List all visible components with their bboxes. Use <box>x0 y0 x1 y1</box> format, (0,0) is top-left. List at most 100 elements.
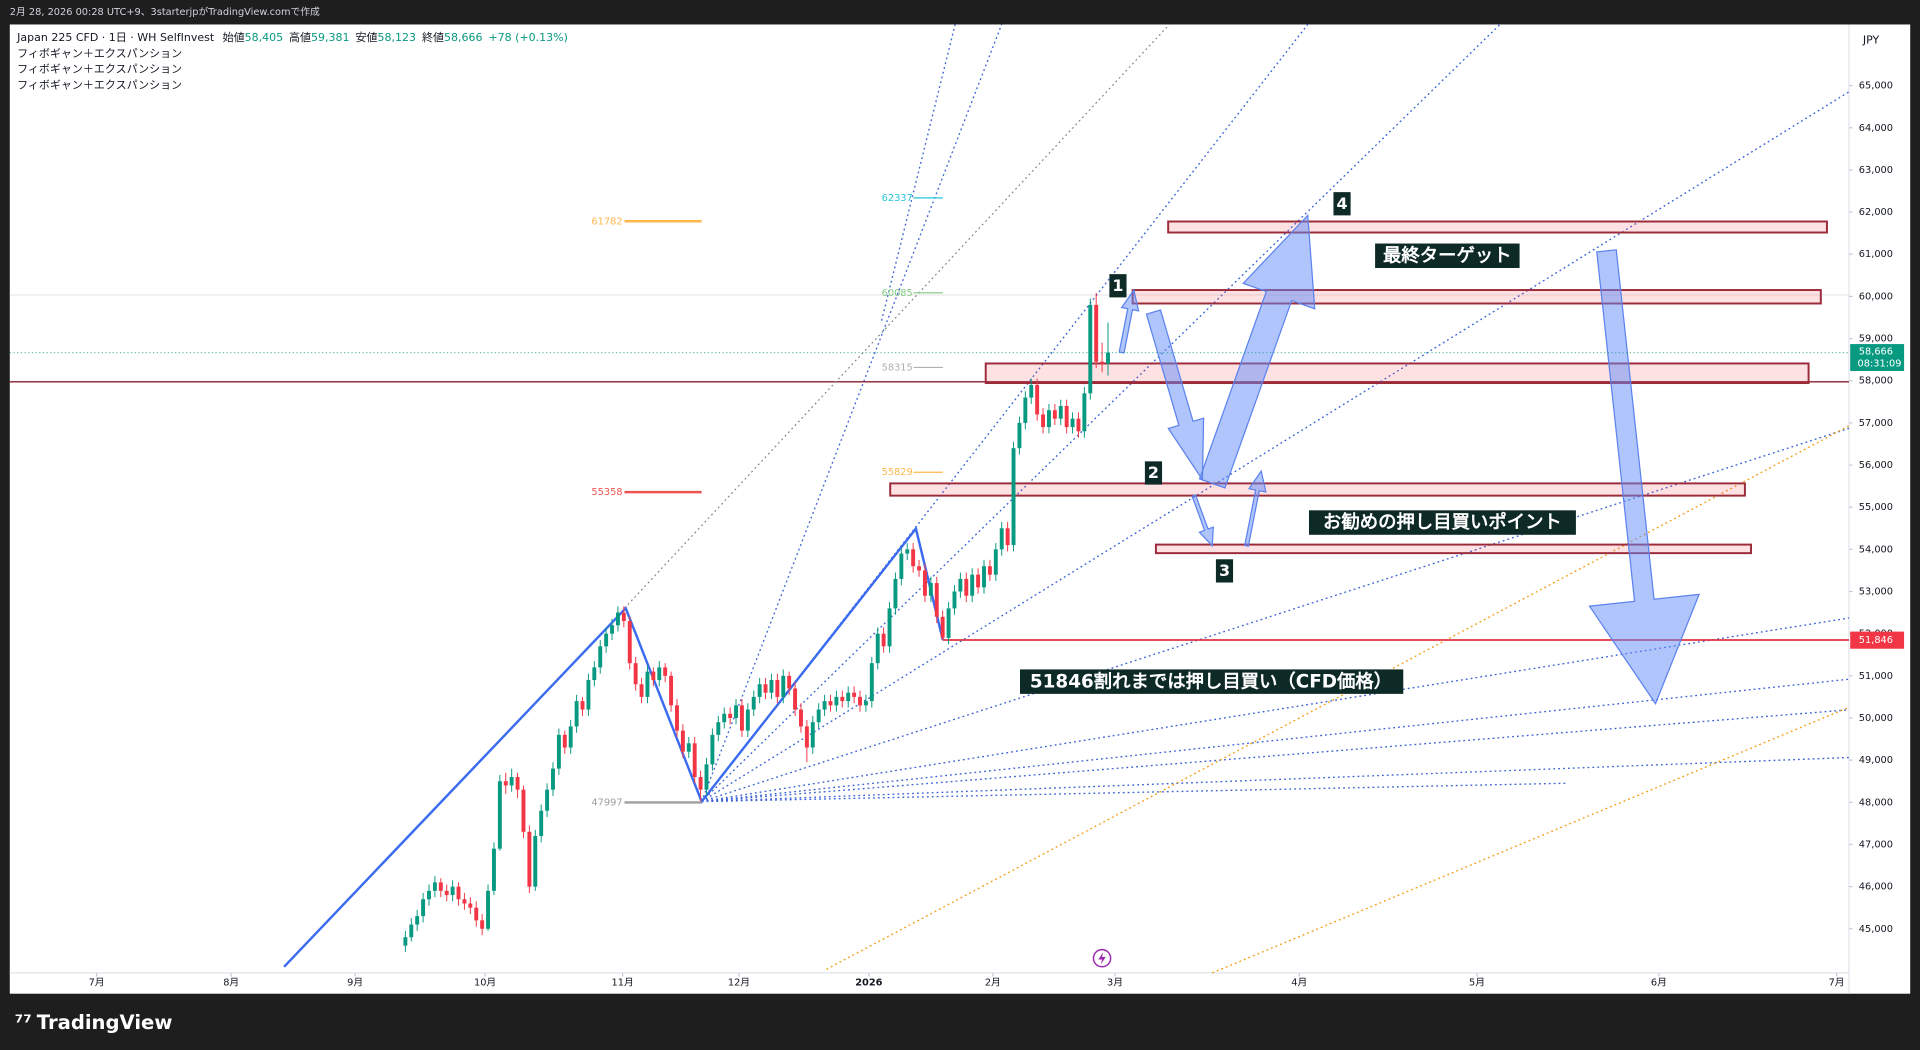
step-label: 2 <box>1148 463 1159 482</box>
x-tick-label: 8月 <box>223 977 239 989</box>
indicator-label: フィボギャン＋エクスパンション <box>17 47 182 60</box>
candle-body <box>527 831 532 887</box>
candle-body <box>745 709 750 731</box>
candle-body <box>728 713 733 718</box>
notes: 最終ターゲット お勧めの押し目買いポイント 51846割れまでは押し目買い（CF… <box>1020 192 1576 968</box>
x-tick-label: 2026 <box>855 978 882 989</box>
candle-body <box>515 777 520 790</box>
legend-line: Japan 225 CFD · 1日 · WH SelfInvest 始値58,… <box>16 30 568 44</box>
candle-body <box>722 713 727 723</box>
fib-label: 47997 <box>591 797 622 808</box>
y-tick-label: 49,000 <box>1859 755 1893 766</box>
candle-body <box>1023 397 1028 423</box>
candle-body <box>887 608 892 647</box>
candle-body <box>432 882 437 891</box>
candle-body <box>409 924 414 938</box>
zone <box>1154 543 1752 555</box>
step-label: 3 <box>1219 561 1230 580</box>
candle-body <box>1064 406 1069 428</box>
zone <box>1131 289 1822 305</box>
step-box <box>1215 559 1234 583</box>
candle-body <box>1041 414 1046 428</box>
x-tick-label: 11月 <box>612 977 634 989</box>
candle-body <box>822 701 827 710</box>
symbol: Japan 225 CFD · 1日 · WH SelfInvest <box>16 31 215 44</box>
candle-body <box>521 789 526 832</box>
candle-body <box>639 684 644 697</box>
candle-body <box>834 696 839 706</box>
candle-body <box>491 848 496 891</box>
y-tick-label: 51,000 <box>1859 671 1893 682</box>
candle-body <box>698 777 703 790</box>
y-tick-label: 64,000 <box>1859 123 1893 134</box>
indicator-label: フィボギャン＋エクスパンション <box>17 79 182 92</box>
legend-label: 始値 <box>223 30 245 44</box>
expansion <box>826 425 1850 974</box>
candle-body <box>669 675 674 706</box>
candle-body <box>875 633 880 664</box>
fan-line <box>880 24 956 321</box>
candle-body <box>846 692 851 702</box>
candle-body <box>1058 406 1063 419</box>
candle-body <box>421 899 426 917</box>
candle-body <box>863 701 868 706</box>
candle-body <box>810 722 815 748</box>
candle-body <box>1088 304 1093 394</box>
candle-body <box>828 701 833 706</box>
x-tick-label: 9月 <box>347 977 363 989</box>
candle-body <box>1106 352 1110 364</box>
chart-area <box>9 24 1911 994</box>
candle-body <box>787 675 792 689</box>
x-tick-label: 6月 <box>1651 977 1667 989</box>
candle-body <box>633 663 638 685</box>
candle-body <box>551 768 555 790</box>
support-label: 51,846 <box>1859 635 1893 646</box>
note-hold: 51846割れまでは押し目買い（CFD価格） <box>1030 670 1392 692</box>
candle-body <box>403 937 408 946</box>
candle-body <box>539 810 544 837</box>
candle-body <box>852 692 857 697</box>
x-tick-label: 4月 <box>1291 977 1307 989</box>
step-label: 1 <box>1112 276 1123 295</box>
note-box <box>1020 669 1404 694</box>
fan-line <box>624 24 1170 609</box>
candle-body <box>905 549 910 554</box>
note-target: 最終ターゲット <box>1383 244 1512 266</box>
candle-body <box>574 701 579 727</box>
note-box <box>1308 510 1576 535</box>
x-tick-label: 7月 <box>1829 977 1845 989</box>
candle-body <box>893 578 898 609</box>
legend-label: 高値 <box>289 30 311 44</box>
x-tick-label: 7月 <box>89 977 105 989</box>
candle-body <box>899 553 904 579</box>
candle-body <box>562 734 567 748</box>
candle-body <box>1052 410 1057 419</box>
fib-label: 60085 <box>882 288 913 299</box>
candle-body <box>982 566 986 588</box>
legend-change: +78 (+0.13%) <box>488 31 567 44</box>
step-label: 4 <box>1337 194 1348 213</box>
candle-body <box>480 920 485 929</box>
y-tick-label: 47,000 <box>1859 839 1893 850</box>
zone <box>984 362 1810 385</box>
y-tick-label: 59,000 <box>1859 334 1893 345</box>
y-tick-label: 46,000 <box>1859 882 1893 893</box>
candle-body <box>486 890 491 929</box>
x-tick-label: 3月 <box>1107 977 1123 989</box>
event-icon[interactable] <box>1092 948 1112 968</box>
candle-body <box>1017 422 1022 449</box>
candle-body <box>686 743 691 752</box>
arrow <box>1198 213 1316 489</box>
candle-body <box>568 726 573 748</box>
candle-body <box>1029 384 1034 398</box>
candle-body <box>710 734 715 765</box>
fan-line <box>826 425 1850 970</box>
y-tick-label: 48,000 <box>1859 797 1893 808</box>
step-box <box>1144 461 1163 485</box>
candle-body <box>1082 393 1087 432</box>
brand-mark: ⁷⁷ <box>15 1011 32 1034</box>
candle-body <box>704 764 709 790</box>
candle-body <box>976 574 981 588</box>
x-tick-label: 10月 <box>474 977 496 989</box>
candle-body <box>592 667 597 681</box>
